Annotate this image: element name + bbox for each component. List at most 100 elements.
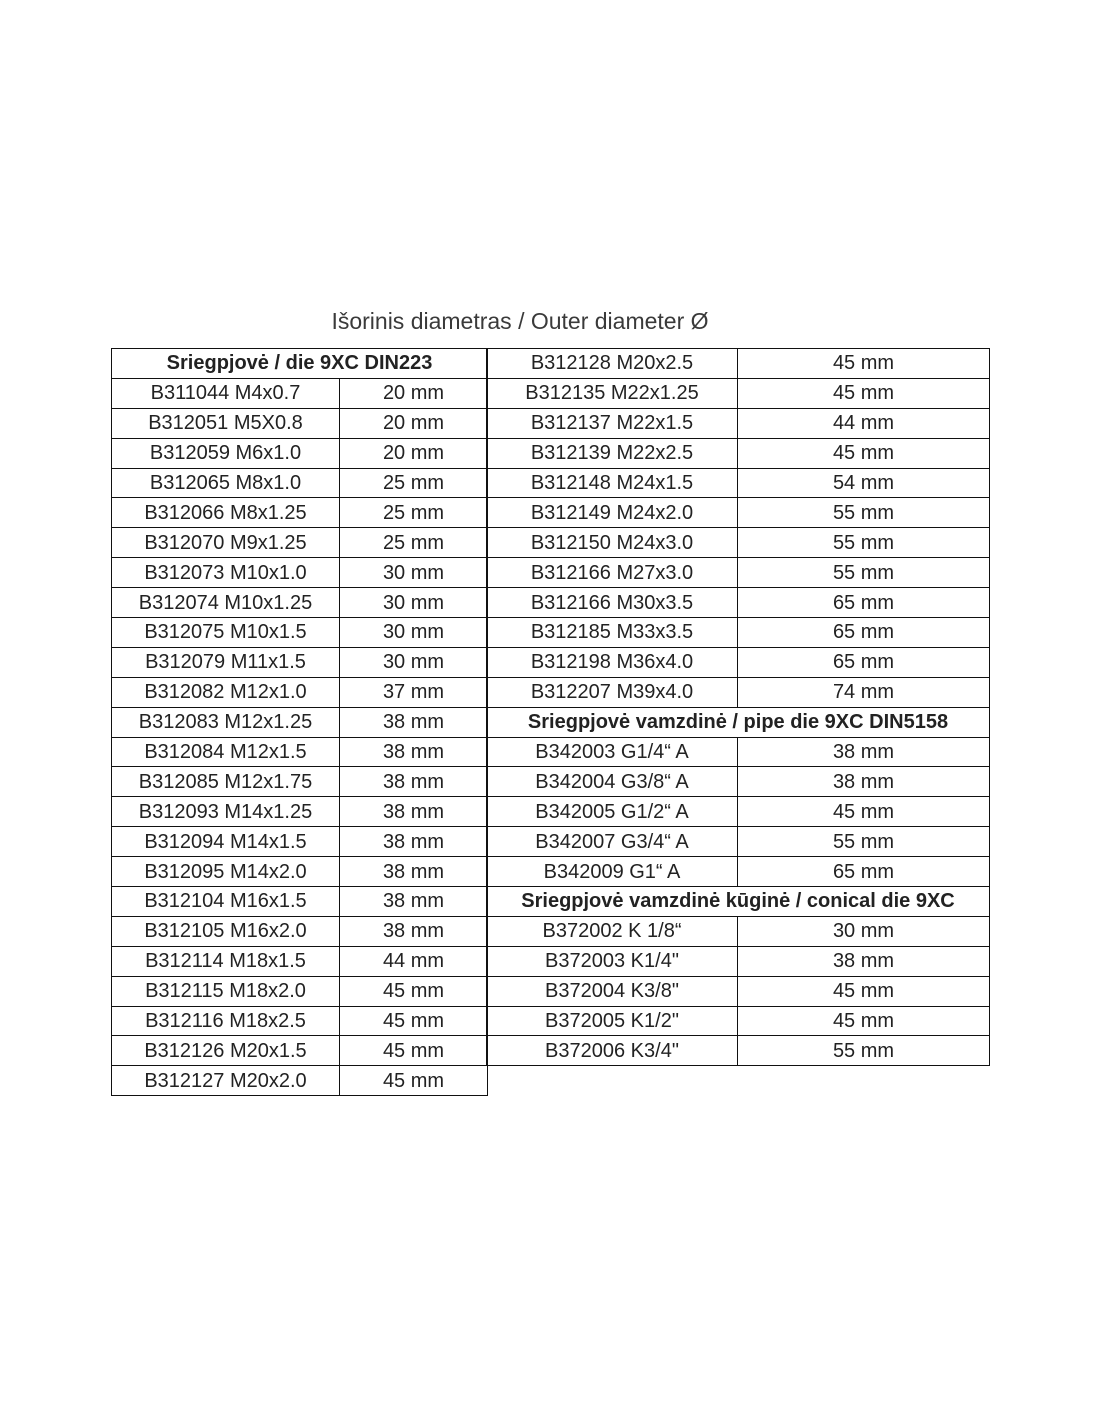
product-code-cell: B312148 M24x1.5 bbox=[486, 467, 738, 499]
product-code-cell: B312075 M10x1.5 bbox=[111, 617, 340, 648]
left-die-table: Sriegpjovė / die 9XC DIN223 B311044 M4x0.… bbox=[111, 348, 488, 1097]
table-row: B312115 M18x2.0 45 mm bbox=[111, 975, 488, 1007]
diameter-cell: 38 mm bbox=[339, 796, 488, 828]
diameter-cell: 74 mm bbox=[737, 676, 990, 708]
product-code-cell: B312198 M36x4.0 bbox=[486, 646, 738, 678]
diameter-cell: 25 mm bbox=[339, 527, 488, 559]
product-code-cell: B312082 M12x1.0 bbox=[111, 676, 340, 708]
table-row: B312084 M12x1.5 38 mm bbox=[111, 736, 488, 768]
product-code-cell: B312083 M12x1.25 bbox=[111, 706, 340, 738]
table-row: B312207 M39x4.0 74 mm bbox=[486, 676, 990, 708]
product-code-cell: B312114 M18x1.5 bbox=[111, 945, 340, 977]
diameter-cell: 38 mm bbox=[737, 736, 990, 768]
product-code-cell: B342005 G1/2“ A bbox=[486, 796, 738, 828]
product-code-cell: B312128 M20x2.5 bbox=[486, 348, 738, 379]
product-code-cell: B312084 M12x1.5 bbox=[111, 736, 340, 768]
diameter-cell: 45 mm bbox=[737, 796, 990, 828]
diameter-cell: 20 mm bbox=[339, 377, 488, 409]
table-row: B312051 M5X0.8 20 mm bbox=[111, 407, 488, 439]
product-code-cell: B312150 M24x3.0 bbox=[486, 527, 738, 559]
table-row: B312127 M20x2.0 45 mm bbox=[111, 1065, 488, 1097]
table-row: B312135 M22x1.25 45 mm bbox=[486, 377, 990, 409]
diameter-cell: 38 mm bbox=[339, 856, 488, 888]
product-code-cell: B312066 M8x1.25 bbox=[111, 497, 340, 529]
table-row: B312094 M14x1.5 38 mm bbox=[111, 826, 488, 858]
product-code-cell: B312105 M16x2.0 bbox=[111, 915, 340, 947]
product-code-cell: B342007 G3/4“ A bbox=[486, 826, 738, 858]
product-code-cell: B312074 M10x1.25 bbox=[111, 587, 340, 619]
diameter-cell: 65 mm bbox=[737, 617, 990, 648]
product-code-cell: B312116 M18x2.5 bbox=[111, 1005, 340, 1037]
table-row: B372005 K1/2" 45 mm bbox=[486, 1005, 990, 1037]
product-code-cell: B311044 M4x0.7 bbox=[111, 377, 340, 409]
section-header: Sriegpjovė vamzdinė / pipe die 9XC DIN51… bbox=[486, 706, 990, 738]
table-row: B312104 M16x1.5 38 mm bbox=[111, 886, 488, 917]
table-row: B312074 M10x1.25 30 mm bbox=[111, 587, 488, 619]
diameter-cell: 38 mm bbox=[339, 886, 488, 917]
table-row: B312139 M22x2.5 45 mm bbox=[486, 437, 990, 469]
table-row: B312137 M22x1.5 44 mm bbox=[486, 407, 990, 439]
table-row: B372006 K3/4" 55 mm bbox=[486, 1035, 990, 1067]
diameter-cell: 38 mm bbox=[339, 915, 488, 947]
diameter-cell: 65 mm bbox=[737, 587, 990, 619]
product-code-cell: B342009 G1“ A bbox=[486, 856, 738, 888]
diameter-cell: 30 mm bbox=[737, 915, 990, 947]
diameter-cell: 65 mm bbox=[737, 646, 990, 678]
table-row: B312095 M14x2.0 38 mm bbox=[111, 856, 488, 888]
table-row: B342005 G1/2“ A 45 mm bbox=[486, 796, 990, 828]
product-code-cell: B312070 M9x1.25 bbox=[111, 527, 340, 559]
product-code-cell: B372004 K3/8" bbox=[486, 975, 738, 1007]
diameter-cell: 30 mm bbox=[339, 646, 488, 678]
product-code-cell: B312059 M6x1.0 bbox=[111, 437, 340, 469]
diameter-cell: 25 mm bbox=[339, 497, 488, 529]
diameter-cell: 44 mm bbox=[737, 407, 990, 439]
diameter-cell: 55 mm bbox=[737, 497, 990, 529]
diameter-cell: 65 mm bbox=[737, 856, 990, 888]
product-code-cell: B312085 M12x1.75 bbox=[111, 766, 340, 798]
diameter-cell: 38 mm bbox=[339, 826, 488, 858]
diameter-cell: 45 mm bbox=[737, 1005, 990, 1037]
table-row: B312085 M12x1.75 38 mm bbox=[111, 766, 488, 798]
table-row: B342004 G3/8“ A 38 mm bbox=[486, 766, 990, 798]
table-row: B312066 M8x1.25 25 mm bbox=[111, 497, 488, 529]
table-row: B342007 G3/4“ A 55 mm bbox=[486, 826, 990, 858]
diameter-cell: 45 mm bbox=[737, 377, 990, 409]
diameter-cell: 30 mm bbox=[339, 617, 488, 648]
diameter-cell: 30 mm bbox=[339, 587, 488, 619]
table-row: B312128 M20x2.5 45 mm bbox=[486, 348, 990, 379]
page-title: Išorinis diametras / Outer diameter Ø bbox=[331, 308, 709, 334]
table-row: B372004 K3/8" 45 mm bbox=[486, 975, 990, 1007]
product-code-cell: B372002 K 1/8“ bbox=[486, 915, 738, 947]
section-header: Sriegpjovė vamzdinė kūginė / conical die… bbox=[486, 886, 990, 917]
table-row: B312065 M8x1.0 25 mm bbox=[111, 467, 488, 499]
section-header-row: Sriegpjovė vamzdinė kūginė / conical die… bbox=[486, 886, 990, 917]
diameter-cell: 45 mm bbox=[737, 975, 990, 1007]
table-row: B342003 G1/4“ A 38 mm bbox=[486, 736, 990, 768]
section-header-row: Sriegpjovė / die 9XC DIN223 bbox=[111, 348, 488, 379]
diameter-cell: 38 mm bbox=[737, 766, 990, 798]
diameter-cell: 38 mm bbox=[737, 945, 990, 977]
product-code-cell: B312137 M22x1.5 bbox=[486, 407, 738, 439]
diameter-cell: 45 mm bbox=[339, 975, 488, 1007]
product-code-cell: B312051 M5X0.8 bbox=[111, 407, 340, 439]
table-row: B312149 M24x2.0 55 mm bbox=[486, 497, 990, 529]
table-row: B372002 K 1/8“ 30 mm bbox=[486, 915, 990, 947]
table-row: B312073 M10x1.0 30 mm bbox=[111, 557, 488, 589]
diameter-cell: 55 mm bbox=[737, 1035, 990, 1067]
product-code-cell: B312149 M24x2.0 bbox=[486, 497, 738, 529]
product-code-cell: B312139 M22x2.5 bbox=[486, 437, 738, 469]
product-code-cell: B312073 M10x1.0 bbox=[111, 557, 340, 589]
table-row: B312082 M12x1.0 37 mm bbox=[111, 676, 488, 708]
table-row: B312075 M10x1.5 30 mm bbox=[111, 617, 488, 648]
diameter-cell: 20 mm bbox=[339, 437, 488, 469]
product-code-cell: B312115 M18x2.0 bbox=[111, 975, 340, 1007]
table-row: B312083 M12x1.25 38 mm bbox=[111, 706, 488, 738]
product-code-cell: B312095 M14x2.0 bbox=[111, 856, 340, 888]
table-row: B312126 M20x1.5 45 mm bbox=[111, 1035, 488, 1067]
table-row: B372003 K1/4" 38 mm bbox=[486, 945, 990, 977]
diameter-cell: 38 mm bbox=[339, 736, 488, 768]
table-row: B312059 M6x1.0 20 mm bbox=[111, 437, 488, 469]
diameter-cell: 45 mm bbox=[737, 437, 990, 469]
product-code-cell: B372005 K1/2" bbox=[486, 1005, 738, 1037]
diameter-cell: 54 mm bbox=[737, 467, 990, 499]
